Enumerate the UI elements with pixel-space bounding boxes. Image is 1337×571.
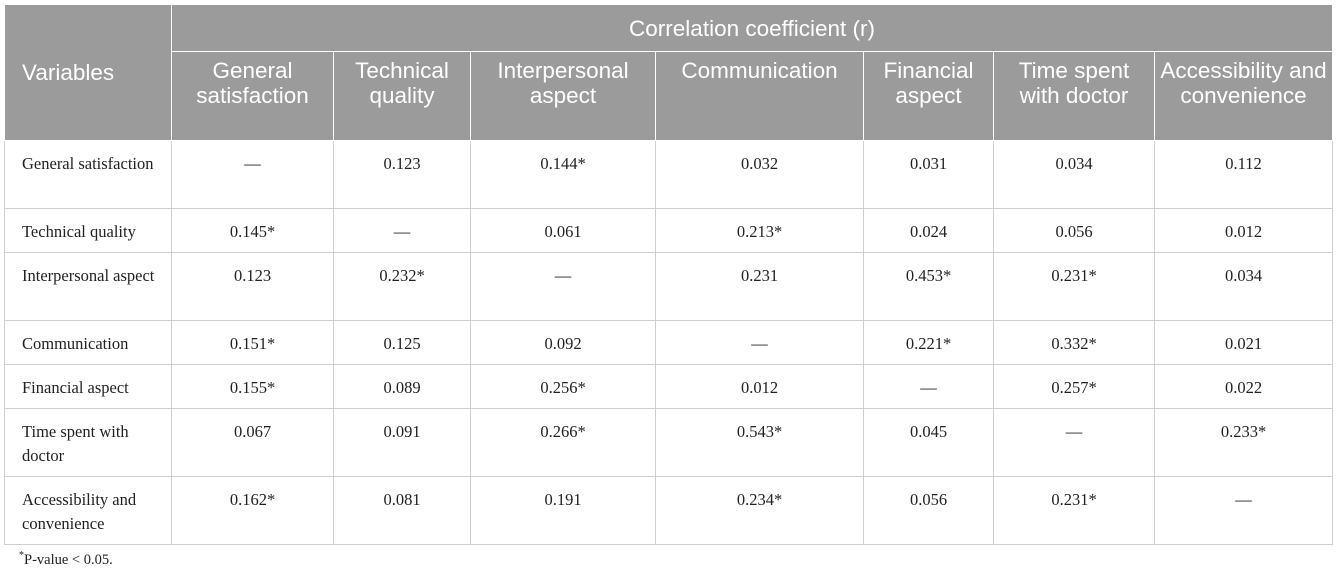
table-cell: 0.257* xyxy=(993,364,1155,409)
table-cell: 0.231* xyxy=(993,252,1155,321)
table-row: General satisfaction — 0.123 0.144* 0.03… xyxy=(4,140,1334,209)
column-header-interpersonal-aspect: Interpersonal aspect xyxy=(470,51,656,141)
table-cell: 0.045 xyxy=(863,408,994,477)
table-cell: 0.332* xyxy=(993,320,1155,365)
column-header-accessibility-and-convenience: Accessibility and convenience xyxy=(1153,51,1334,141)
table-cell: — xyxy=(655,320,864,365)
table-cell: 0.125 xyxy=(333,320,471,365)
table-cell: — xyxy=(470,252,656,321)
table-cell: 0.191 xyxy=(470,476,656,545)
row-label: Time spent with doctor xyxy=(4,408,172,477)
table-cell: 0.233* xyxy=(1153,408,1334,477)
table-cell: 0.061 xyxy=(470,208,656,253)
table-cell: 0.022 xyxy=(1153,364,1334,409)
table-cell: 0.056 xyxy=(863,476,994,545)
table-cell: 0.021 xyxy=(1153,320,1334,365)
footnote-text: P-value < 0.05. xyxy=(24,551,113,568)
table-cell: 0.145* xyxy=(171,208,334,253)
table-cell: 0.231 xyxy=(655,252,864,321)
table-row: Interpersonal aspect 0.123 0.232* — 0.23… xyxy=(4,252,1334,321)
table-cell: — xyxy=(171,140,334,209)
table-cell: 0.089 xyxy=(333,364,471,409)
column-header-time-spent-with-doctor: Time spent with doctor xyxy=(993,51,1155,141)
table-cell: 0.067 xyxy=(171,408,334,477)
column-header-communication: Communication xyxy=(655,51,864,141)
table-cell: — xyxy=(333,208,471,253)
row-label: Communication xyxy=(4,320,172,365)
column-header-financial-aspect: Financial aspect xyxy=(863,51,994,141)
correlation-coefficient-header: Correlation coefficient (r) xyxy=(170,4,1334,52)
table-cell: 0.024 xyxy=(863,208,994,253)
table-cell: 0.091 xyxy=(333,408,471,477)
table-cell: 0.092 xyxy=(470,320,656,365)
table-cell: 0.123 xyxy=(171,252,334,321)
table-row: Financial aspect 0.155* 0.089 0.256* 0.0… xyxy=(4,364,1334,409)
footnote-marker: * xyxy=(19,550,24,561)
table-cell: 0.162* xyxy=(171,476,334,545)
table-cell: 0.221* xyxy=(863,320,994,365)
table-cell: 0.256* xyxy=(470,364,656,409)
table-cell: 0.144* xyxy=(470,140,656,209)
row-label: Financial aspect xyxy=(4,364,172,409)
row-label: General satisfaction xyxy=(4,140,172,209)
table-cell: 0.543* xyxy=(655,408,864,477)
table-body: General satisfaction — 0.123 0.144* 0.03… xyxy=(4,140,1334,545)
table-cell: 0.112 xyxy=(1153,140,1334,209)
table-cell: 0.081 xyxy=(333,476,471,545)
column-header-general-satisfaction: General satisfaction xyxy=(171,51,334,141)
row-label: Technical quality xyxy=(4,208,172,253)
row-label: Interpersonal aspect xyxy=(4,252,172,321)
column-header-technical-quality: Technical quality xyxy=(333,51,471,141)
table-cell: 0.032 xyxy=(655,140,864,209)
table-header: Variables Correlation coefficient (r) Ge… xyxy=(4,4,1334,141)
table-cell: 0.151* xyxy=(171,320,334,365)
table-cell: 0.031 xyxy=(863,140,994,209)
correlation-table: Variables Correlation coefficient (r) Ge… xyxy=(4,4,1334,545)
table-cell: 0.231* xyxy=(993,476,1155,545)
table-row: Time spent with doctor 0.067 0.091 0.266… xyxy=(4,408,1334,477)
table-cell: 0.155* xyxy=(171,364,334,409)
table-cell: 0.034 xyxy=(993,140,1155,209)
table-cell: 0.453* xyxy=(863,252,994,321)
table-footnote: *P-value < 0.05. xyxy=(19,550,113,569)
table-cell: 0.232* xyxy=(333,252,471,321)
table-cell: — xyxy=(993,408,1155,477)
table-cell: 0.034 xyxy=(1153,252,1334,321)
table-cell: 0.012 xyxy=(655,364,864,409)
table-row: Communication 0.151* 0.125 0.092 — 0.221… xyxy=(4,320,1334,365)
row-label: Accessibility and convenience xyxy=(4,476,172,545)
table-cell: — xyxy=(863,364,994,409)
correlation-table-container: Variables Correlation coefficient (r) Ge… xyxy=(4,4,1334,545)
table-cell: 0.266* xyxy=(470,408,656,477)
table-cell: 0.012 xyxy=(1153,208,1334,253)
variables-header: Variables xyxy=(4,4,172,141)
table-cell: 0.056 xyxy=(993,208,1155,253)
table-cell: — xyxy=(1153,476,1334,545)
table-cell: 0.213* xyxy=(655,208,864,253)
table-cell: 0.123 xyxy=(333,140,471,209)
table-row: Accessibility and convenience 0.162* 0.0… xyxy=(4,476,1334,545)
table-cell: 0.234* xyxy=(655,476,864,545)
table-row: Technical quality 0.145* — 0.061 0.213* … xyxy=(4,208,1334,253)
